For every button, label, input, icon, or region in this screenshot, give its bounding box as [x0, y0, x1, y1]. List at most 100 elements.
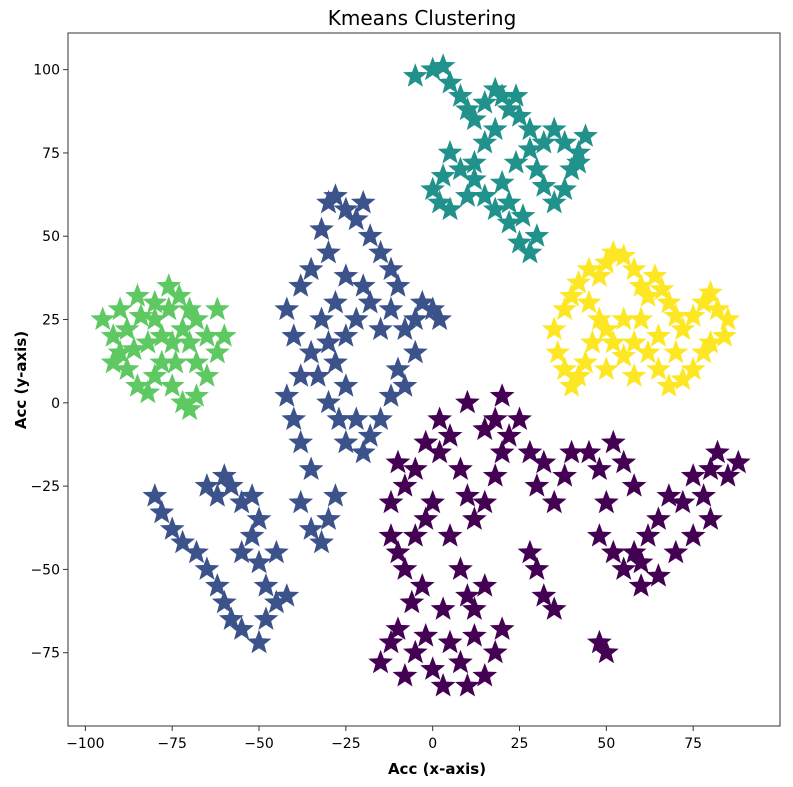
- scatter-point: [600, 539, 626, 564]
- scatter-point: [107, 296, 133, 321]
- scatter-point: [316, 506, 341, 530]
- scatter-point: [333, 263, 359, 287]
- scatter-point: [378, 256, 404, 281]
- scatter-point: [566, 269, 591, 294]
- scatter-point: [482, 463, 508, 487]
- scatter-point: [100, 349, 126, 374]
- scatter-point: [246, 549, 272, 574]
- cluster-2-series: [403, 53, 598, 264]
- scatter-point: [503, 149, 529, 174]
- scatter-point: [149, 349, 175, 374]
- scatter-point: [343, 406, 369, 430]
- scatter-point: [128, 303, 154, 327]
- scatter-point: [420, 296, 445, 321]
- scatter-point: [611, 343, 637, 367]
- scatter-point: [552, 296, 577, 321]
- scatter-point: [378, 523, 404, 547]
- scatter-point: [646, 563, 671, 587]
- scatter-point: [587, 523, 612, 547]
- scatter-point: [420, 656, 445, 680]
- scatter-point: [507, 103, 532, 127]
- y-tick-label: −25: [30, 479, 60, 495]
- scatter-point: [691, 483, 716, 507]
- scatter-point: [524, 156, 550, 181]
- scatter-point: [472, 489, 498, 514]
- scatter-point: [496, 189, 522, 214]
- scatter-point: [350, 273, 376, 297]
- scatter-point: [649, 276, 675, 301]
- scatter-point: [253, 573, 279, 597]
- scatter-point: [462, 149, 487, 174]
- scatter-point: [472, 183, 498, 207]
- scatter-point: [482, 196, 508, 221]
- scatter-point: [698, 456, 723, 480]
- scatter-point: [448, 156, 473, 181]
- scatter-point: [316, 329, 341, 354]
- scatter-point: [437, 196, 463, 221]
- cluster-1-series: [142, 183, 452, 654]
- scatter-point: [628, 573, 654, 597]
- scatter-point: [323, 349, 348, 374]
- scatter-point: [298, 256, 324, 281]
- scatter-point: [323, 483, 348, 507]
- scatter-point: [121, 336, 147, 360]
- scatter-point: [559, 283, 584, 307]
- scatter-point: [576, 439, 602, 464]
- scatter-point: [656, 289, 682, 314]
- scatter-point: [524, 223, 550, 247]
- scatter-point: [229, 616, 254, 640]
- scatter-point: [621, 473, 647, 497]
- scatter-point: [489, 383, 515, 407]
- scatter-point: [517, 439, 543, 464]
- scatter-point: [403, 456, 428, 480]
- scatter-point: [600, 429, 626, 454]
- scatter-point: [142, 483, 168, 507]
- scatter-point: [552, 129, 577, 154]
- scatter-point: [205, 339, 230, 364]
- scatter-point: [587, 263, 612, 287]
- scatter-point: [403, 523, 428, 547]
- scatter-point: [715, 463, 741, 487]
- scatter-point: [455, 96, 480, 121]
- scatter-point: [524, 473, 550, 497]
- scatter-point: [403, 306, 428, 330]
- y-tick-label: 50: [42, 229, 60, 245]
- scatter-point: [580, 329, 605, 354]
- scatter-point: [628, 306, 654, 330]
- scatter-point: [326, 406, 352, 430]
- x-tick-label: −100: [66, 736, 104, 752]
- scatter-point: [462, 623, 487, 647]
- scatter-point: [680, 356, 706, 380]
- scatter-point: [229, 539, 254, 564]
- scatter-point: [566, 149, 591, 174]
- scatter-point: [680, 523, 706, 547]
- scatter-point: [288, 429, 314, 454]
- scatter-point: [142, 306, 168, 330]
- scatter-point: [680, 303, 706, 327]
- scatter-point: [646, 506, 671, 530]
- scatter-point: [288, 363, 314, 387]
- scatter-point: [100, 323, 126, 347]
- scatter-point: [316, 189, 341, 214]
- scatter-point: [399, 589, 425, 614]
- scatter-point: [142, 363, 168, 387]
- scatter-point: [663, 303, 689, 327]
- y-tick-label: −75: [30, 646, 60, 662]
- scatter-point: [646, 356, 671, 380]
- scatter-point: [573, 349, 598, 374]
- x-tick-label: −25: [331, 736, 361, 752]
- chart-title: Kmeans Clustering: [328, 6, 517, 30]
- scatter-point: [194, 473, 220, 497]
- scatter-point: [462, 106, 487, 131]
- scatter-point: [437, 139, 463, 164]
- scatter-point: [472, 129, 498, 154]
- scatter-point: [472, 90, 498, 114]
- scatter-point: [211, 323, 237, 347]
- scatter-point: [455, 389, 480, 414]
- scatter-point: [600, 329, 626, 354]
- scatter-point: [350, 189, 376, 214]
- y-tick-label: 100: [33, 63, 60, 79]
- scatter-point: [177, 396, 202, 420]
- scatter-point: [368, 406, 393, 430]
- y-tick-label: 25: [42, 313, 60, 329]
